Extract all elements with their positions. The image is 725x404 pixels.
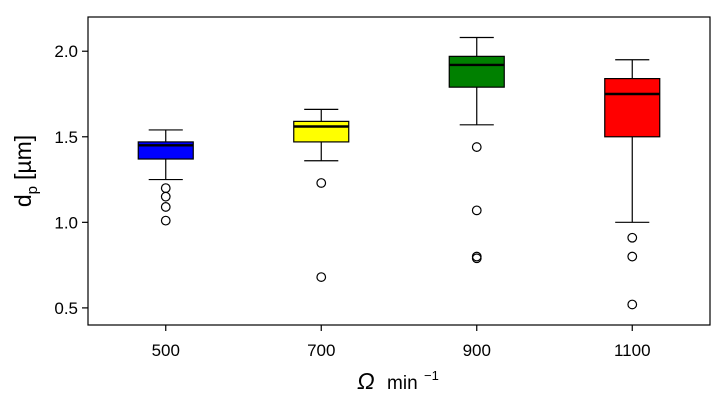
x-axis-symbol: Ω [357, 368, 375, 394]
outlier-point [471, 142, 482, 152]
x-axis-unit: min [387, 373, 418, 394]
outlier-point [627, 232, 638, 243]
y-axis-unit: [µm] [10, 135, 36, 180]
outlier-point [471, 205, 482, 216]
outlier-point [160, 202, 171, 212]
plot-frame [87, 16, 711, 326]
y-axis-subscript: p [24, 186, 41, 194]
iqr-box [448, 55, 505, 88]
y-tick-label: 1.5 [54, 128, 78, 147]
y-tick-label: 2.0 [54, 42, 78, 61]
x-axis-label: Ω min −1 [357, 368, 439, 394]
x-tick-label: 500 [152, 341, 180, 360]
y-axis: 0.5 1.0 1.5 2.0 [54, 42, 88, 318]
outlier-point [160, 215, 171, 226]
outlier-point [316, 178, 327, 188]
x-axis-exponent: −1 [424, 368, 439, 383]
x-axis: 500 700 900 1100 [152, 325, 651, 360]
outlier-point [160, 191, 171, 202]
box-500 [137, 129, 194, 226]
y-axis-base: d [10, 194, 36, 207]
x-tick-label: 900 [463, 341, 491, 360]
outlier-point [627, 251, 638, 262]
outlier-point [316, 272, 327, 282]
iqr-box [293, 120, 350, 143]
outlier-point [627, 299, 638, 310]
box-700 [293, 108, 350, 282]
x-tick-label: 1100 [614, 341, 651, 360]
boxes-group [137, 36, 661, 310]
y-axis-label: dp [µm] [10, 135, 41, 207]
y-tick-label: 1.0 [54, 213, 78, 232]
x-tick-label: 700 [307, 341, 335, 360]
iqr-box [604, 77, 661, 138]
outlier-point [471, 253, 482, 264]
box-1100 [604, 59, 661, 310]
y-tick-label: 0.5 [54, 299, 78, 318]
box-900 [448, 36, 505, 264]
outlier-point [160, 183, 171, 194]
